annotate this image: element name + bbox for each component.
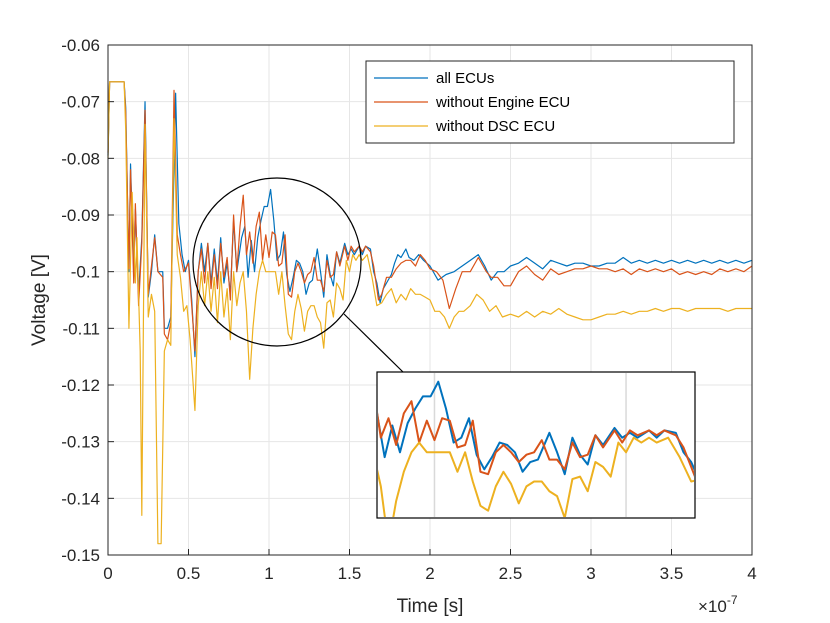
- y-tick-label: -0.06: [61, 36, 100, 55]
- zoom-circle: [192, 177, 362, 347]
- legend: all ECUs without Engine ECU without DSC EC…: [365, 60, 735, 144]
- series-group: [107, 81, 753, 545]
- y-axis: -0.15 -0.14 -0.13 -0.12 -0.11 -0.1 -0.09 -0.08 -…: [61, 36, 114, 565]
- legend-label: without DSC ECU: [435, 118, 555, 135]
- inset-box: [376, 371, 696, 519]
- y-tick-label: -0.09: [61, 206, 100, 225]
- y-tick-label: -0.11: [63, 319, 101, 338]
- inset-series-line: [378, 380, 694, 476]
- y-axis-label: Voltage [V]: [29, 254, 50, 346]
- x-axis: 0 0.5 1 1.5 2 2.5 3 3.5 4: [103, 549, 757, 583]
- legend-label: without Engine ECU: [435, 94, 570, 111]
- zoom-annotation: [192, 177, 696, 519]
- x-tick-label: 1: [264, 564, 273, 583]
- inset-series-line: [378, 400, 694, 477]
- series-line: [107, 81, 752, 545]
- series-line: [107, 81, 753, 352]
- x-axis-label: Time [s]: [397, 596, 464, 617]
- x-tick-label: 2.5: [499, 564, 523, 583]
- y-tick-label: -0.1: [71, 263, 100, 282]
- y-tick-label: -0.14: [61, 489, 100, 508]
- inset-plot: [378, 373, 694, 517]
- y-tick-label: -0.13: [61, 433, 100, 452]
- y-tick-label: -0.15: [61, 546, 100, 565]
- y-tick-label: -0.08: [61, 149, 100, 168]
- x-tick-label: 3: [586, 564, 595, 583]
- x-tick-label: 0.5: [177, 564, 201, 583]
- x-tick-label: 1.5: [338, 564, 362, 583]
- y-tick-label: -0.07: [61, 93, 100, 112]
- x-axis-exponent-base: ×10: [698, 597, 727, 616]
- series-line: [107, 81, 753, 358]
- inset-series-line: [378, 436, 694, 517]
- legend-label: all ECUs: [436, 70, 494, 87]
- zoom-connector: [343, 313, 404, 373]
- y-tick-label: -0.12: [61, 376, 100, 395]
- x-tick-label: 4: [747, 564, 756, 583]
- x-tick-label: 2: [425, 564, 434, 583]
- x-axis-exponent-power: -7: [727, 593, 738, 607]
- x-tick-label: 3.5: [660, 564, 684, 583]
- x-axis-exponent: ×10-7: [698, 593, 738, 616]
- x-tick-label: 0: [103, 564, 112, 583]
